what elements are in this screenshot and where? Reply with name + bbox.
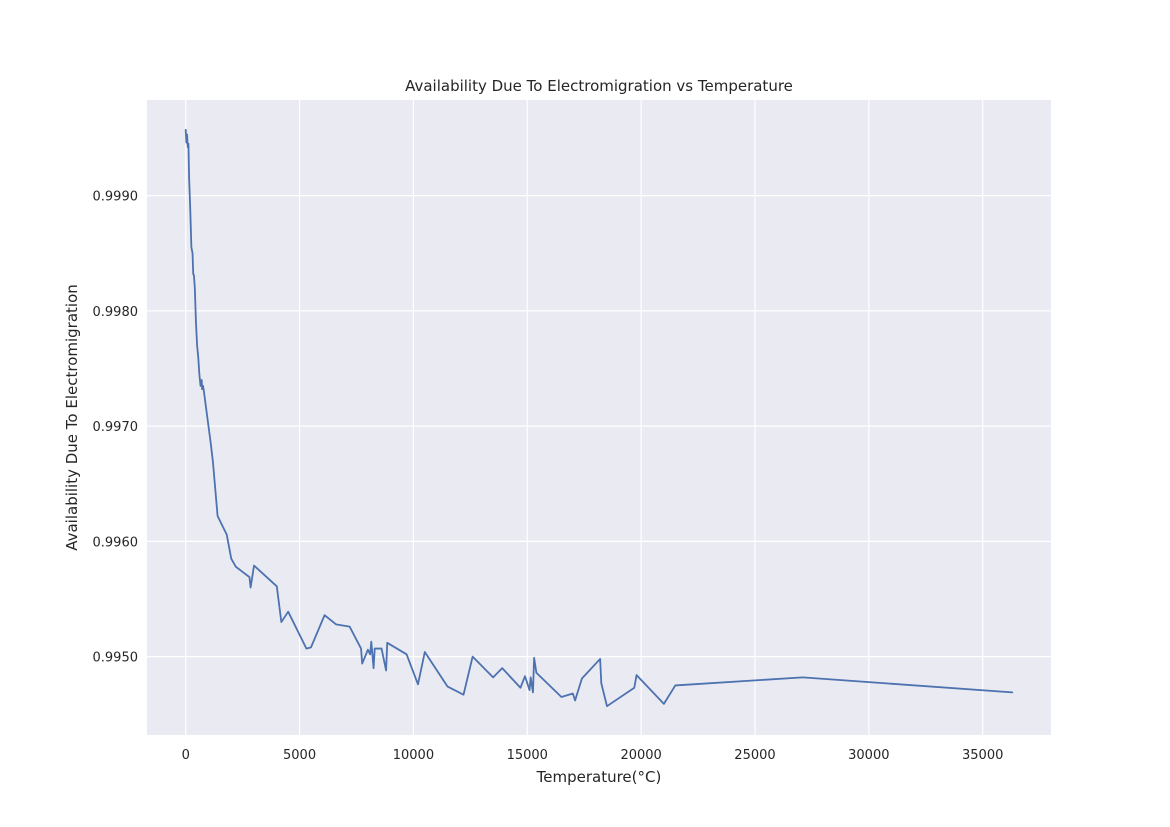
y-tick-label: 0.9950 — [93, 651, 139, 666]
x-tick-label: 15000 — [507, 748, 548, 763]
x-tick-label: 25000 — [734, 748, 775, 763]
x-tick-label: 30000 — [848, 748, 889, 763]
x-tick-label: 0 — [182, 748, 190, 763]
y-tick-labels: 0.9960 0.9970 0.9980 0.9990 0.9950 — [93, 190, 139, 666]
y-tick-label: 0.9960 — [93, 535, 139, 550]
y-axis-label: Availability Due To Electromigration — [63, 284, 81, 551]
x-tick-label: 35000 — [962, 748, 1003, 763]
x-gridlines — [185, 100, 984, 735]
x-tick-labels: 0 5000 10000 15000 20000 25000 30000 35000 — [182, 748, 1004, 763]
series-line — [184, 129, 1014, 708]
y-tick-label: 0.9970 — [93, 420, 139, 435]
chart-title: Availability Due To Electromigration vs … — [405, 77, 793, 95]
x-tick-label: 20000 — [620, 748, 661, 763]
y-gridlines — [147, 195, 1051, 658]
x-axis-label: Temperature(°C) — [536, 768, 662, 786]
x-tick-label: 5000 — [283, 748, 316, 763]
x-tick-label: 10000 — [393, 748, 434, 763]
y-tick-label: 0.9990 — [93, 190, 139, 205]
y-tick-label: 0.9980 — [93, 305, 139, 320]
